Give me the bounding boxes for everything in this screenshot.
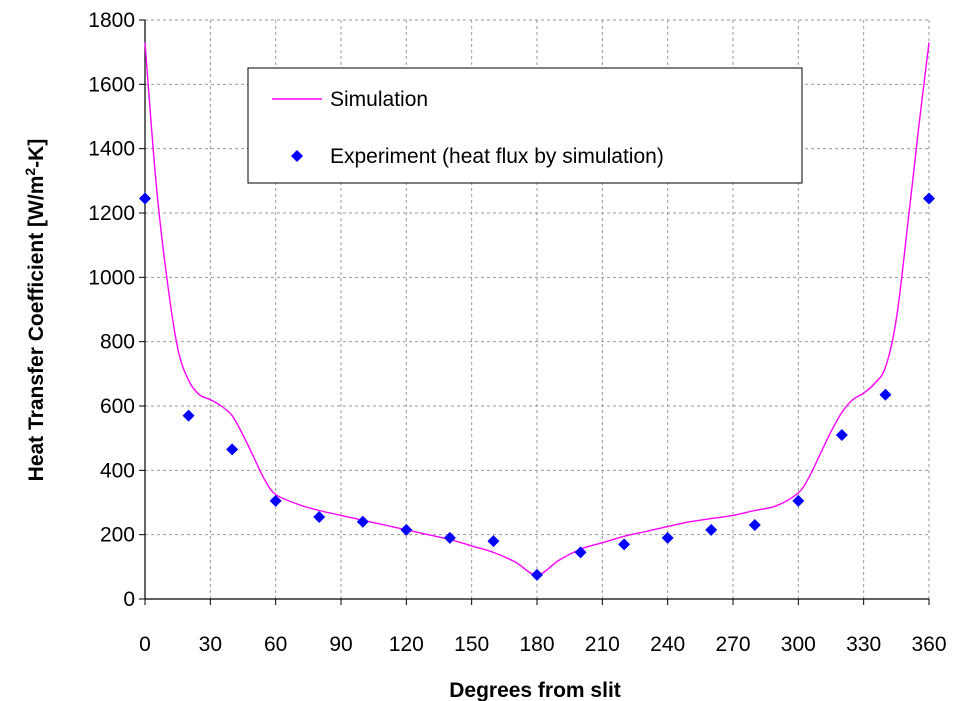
experiment-point: [487, 535, 500, 548]
experiment-point: [269, 494, 282, 507]
experiment-point: [618, 538, 631, 551]
experiment-point: [313, 510, 326, 523]
x-tick-label: 90: [329, 633, 352, 656]
y-tick-label: 0: [123, 588, 135, 611]
x-axis-title: Degrees from slit: [449, 679, 621, 701]
y-axis-title: Heat Transfer Coefficient [W/m2-K]: [22, 139, 48, 482]
x-tick-label: 30: [199, 633, 222, 656]
experiment-point: [139, 192, 151, 205]
experiment-point: [879, 388, 892, 401]
x-tick-label: 360: [911, 633, 946, 656]
legend: Simulation Experiment (heat flux by simu…: [247, 67, 803, 184]
y-tick-label: 1800: [88, 9, 135, 32]
y-tick-label: 1000: [88, 266, 135, 289]
y-axis-title-main: Heat Transfer Coefficient [W/m: [25, 176, 48, 482]
x-tick-label: 60: [264, 633, 287, 656]
y-tick-label: 1200: [88, 202, 135, 225]
experiment-point: [748, 519, 761, 532]
y-tick-label: 1600: [88, 73, 135, 96]
x-tick-label: 270: [715, 633, 750, 656]
experiment-point: [661, 531, 674, 544]
x-tick-label: 0: [139, 633, 151, 656]
y-axis-title-superscript: 2: [22, 168, 38, 176]
experiment-point: [792, 494, 805, 507]
x-tick-label: 210: [585, 633, 620, 656]
y-tick-label: 800: [100, 331, 135, 354]
legend-label-simulation: Simulation: [330, 88, 428, 111]
y-tick-label: 200: [100, 524, 135, 547]
y-tick-label: 400: [100, 459, 135, 482]
legend-label-experiment: Experiment (heat flux by simulation): [330, 145, 664, 168]
y-axis-title-end: -K]: [25, 139, 48, 168]
x-tick-label: 330: [846, 633, 881, 656]
experiment-point: [705, 523, 718, 536]
x-tick-label: 240: [650, 633, 685, 656]
experiment-point: [443, 531, 456, 544]
y-tick-labels: 0 200 400 600 800 1000 1200 1400 1600 1800: [88, 9, 135, 611]
y-tick-label: 1400: [88, 138, 135, 161]
x-tick-labels: 0 30 60 90 120 150 180 210 240 270 300 330 360: [139, 633, 946, 656]
experiment-point: [226, 443, 239, 456]
experiment-point: [574, 546, 587, 559]
x-tick-label: 120: [389, 633, 424, 656]
experiment-series: [139, 192, 935, 581]
experiment-point: [400, 523, 413, 536]
experiment-point: [923, 192, 935, 205]
x-tick-label: 180: [519, 633, 554, 656]
legend-box: [247, 67, 803, 184]
axes: [139, 19, 930, 605]
y-tick-label: 600: [100, 395, 135, 418]
experiment-point: [531, 568, 543, 581]
legend-swatch-experiment: [291, 150, 303, 162]
experiment-point: [835, 428, 848, 441]
x-tick-label: 150: [454, 633, 489, 656]
x-tick-label: 300: [781, 633, 816, 656]
experiment-point: [182, 409, 195, 422]
experiment-point: [356, 515, 369, 528]
